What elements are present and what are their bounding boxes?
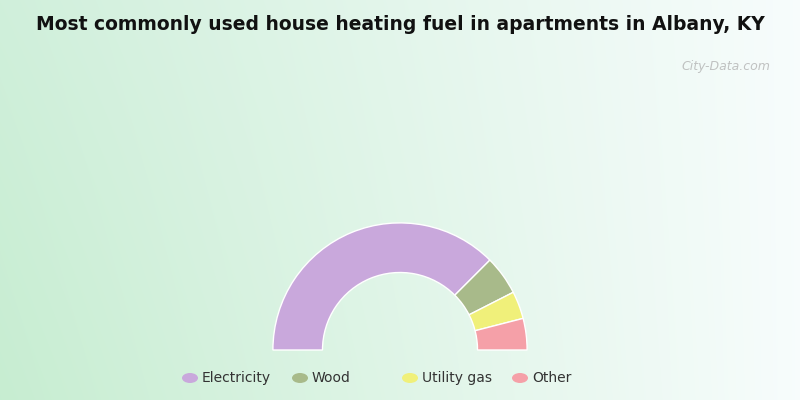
Text: City-Data.com: City-Data.com	[681, 60, 770, 73]
Wedge shape	[475, 318, 527, 350]
Ellipse shape	[292, 373, 308, 383]
Wedge shape	[455, 260, 514, 315]
Text: Wood: Wood	[312, 371, 351, 385]
Text: Other: Other	[532, 371, 571, 385]
Text: Most commonly used house heating fuel in apartments in Albany, KY: Most commonly used house heating fuel in…	[36, 16, 764, 34]
Text: Utility gas: Utility gas	[422, 371, 492, 385]
Wedge shape	[273, 223, 490, 350]
Text: Electricity: Electricity	[202, 371, 271, 385]
Ellipse shape	[402, 373, 418, 383]
Ellipse shape	[182, 373, 198, 383]
Ellipse shape	[512, 373, 528, 383]
Wedge shape	[469, 292, 523, 331]
